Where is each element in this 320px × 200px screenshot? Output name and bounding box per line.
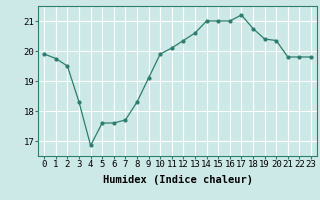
X-axis label: Humidex (Indice chaleur): Humidex (Indice chaleur) <box>103 175 252 185</box>
